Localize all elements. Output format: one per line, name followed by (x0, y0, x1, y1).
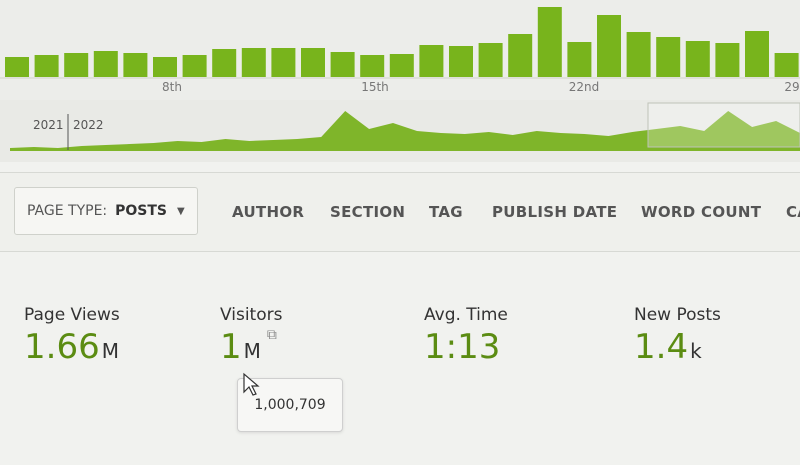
bar (389, 54, 414, 77)
metric-label: New Posts (634, 305, 721, 325)
tab[interactable]: AUTHOR (232, 203, 305, 221)
bar (774, 53, 799, 77)
metric-label: Avg. Time (424, 305, 508, 325)
page-type-label: PAGE TYPE: (27, 203, 108, 219)
filter-tabs: PAGE TYPE: POSTS ▼ AUTHOR SECTION TAG PUBLI… (0, 172, 800, 252)
bar (64, 53, 89, 77)
metric: Visitors 1 M ⧉ (220, 305, 282, 367)
bar (567, 42, 592, 77)
bar (597, 15, 621, 77)
page-type-value: POSTS (115, 203, 168, 219)
bar (153, 57, 177, 77)
bar (271, 48, 296, 77)
overview-area (10, 111, 800, 151)
x-tick-label: 29 (784, 80, 799, 94)
tab[interactable]: WORD COUNT (641, 203, 762, 221)
tab[interactable]: SECTION (330, 203, 406, 221)
bar (241, 48, 266, 77)
bar (330, 52, 355, 77)
bar (34, 55, 59, 77)
x-tick-label: 15th (361, 80, 389, 94)
metric-label: Visitors (220, 305, 283, 325)
page-type-select[interactable]: PAGE TYPE: POSTS ▼ (14, 187, 198, 235)
bar (745, 31, 769, 77)
metric-value: 1.4 (634, 327, 689, 367)
bar (93, 51, 118, 77)
metric-label: Page Views (24, 305, 120, 325)
daily-bars: 8th 15th 22nd 29 (0, 7, 800, 94)
metric: Avg. Time 1:13 (424, 305, 508, 367)
tab[interactable]: PUBLISH DATE (492, 203, 618, 221)
x-tick-label: 22nd (569, 80, 600, 94)
metric: Page Views 1.66 M (24, 305, 120, 367)
metric-value-row: 1.4 k (634, 327, 721, 367)
bar (508, 34, 533, 77)
bar (212, 49, 237, 77)
metric-value: 1 (220, 327, 242, 367)
bar (182, 55, 207, 77)
charts: 8th 15th 22nd 29 2021 2022 (0, 0, 800, 162)
cursor (243, 372, 260, 396)
copy-icon[interactable]: ⧉ (266, 327, 277, 343)
bar (449, 46, 473, 77)
range-selector (647, 102, 800, 148)
bar (656, 37, 681, 77)
bar (537, 7, 562, 77)
year-label: 2021 (33, 118, 64, 132)
bar (5, 57, 29, 77)
metric-value: 1.66 (24, 327, 100, 367)
bar (301, 48, 325, 77)
bar (685, 41, 710, 77)
metric-unit: M (101, 339, 119, 363)
metric: New Posts 1.4 k (634, 305, 721, 367)
dropdown-caret: ▼ (177, 205, 185, 217)
tab[interactable]: TAG (429, 203, 463, 221)
metric-value-row: 1:13 (424, 327, 508, 367)
tab[interactable]: CA (786, 203, 800, 221)
bar (715, 43, 740, 77)
metric-value-row: 1 M ⧉ (220, 327, 282, 367)
metric-unit: k (690, 339, 702, 363)
metric-value: 1:13 (424, 327, 501, 367)
metric-unit: M (243, 339, 261, 363)
bar (360, 55, 385, 77)
overview-chart: 2021 2022 (10, 102, 800, 151)
x-tick-label: 8th (162, 80, 182, 94)
bar (123, 53, 148, 77)
year-label: 2022 (73, 118, 104, 132)
bar (626, 32, 651, 77)
bar (419, 45, 444, 77)
tooltip: 1,000,709 (237, 378, 343, 432)
metric-value-row: 1.66 M (24, 327, 120, 367)
bar (478, 43, 503, 77)
